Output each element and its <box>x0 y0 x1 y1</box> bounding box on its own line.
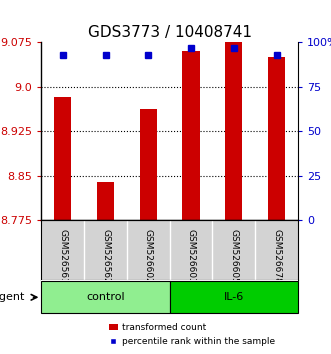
Bar <box>140 109 157 220</box>
Legend: transformed count, percentile rank within the sample: transformed count, percentile rank withi… <box>105 320 279 349</box>
Text: control: control <box>86 292 125 302</box>
Text: GSM526562: GSM526562 <box>101 229 110 284</box>
Bar <box>97 182 114 220</box>
FancyBboxPatch shape <box>41 281 169 313</box>
Title: GDS3773 / 10408741: GDS3773 / 10408741 <box>88 25 252 40</box>
Text: GSM526603: GSM526603 <box>186 229 196 284</box>
FancyBboxPatch shape <box>169 281 298 313</box>
Text: agent: agent <box>0 292 24 302</box>
Text: GSM526605: GSM526605 <box>229 229 238 284</box>
Bar <box>268 57 285 220</box>
Bar <box>182 51 200 220</box>
Text: GSM526678: GSM526678 <box>272 229 281 284</box>
Bar <box>225 42 242 220</box>
Text: GSM526602: GSM526602 <box>144 229 153 284</box>
Text: GSM526561: GSM526561 <box>58 229 67 284</box>
Bar <box>54 97 71 220</box>
Text: IL-6: IL-6 <box>224 292 244 302</box>
